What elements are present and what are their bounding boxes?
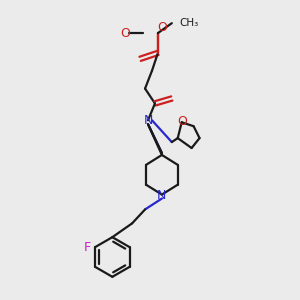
Text: N: N [143, 114, 153, 127]
Text: N: N [157, 189, 167, 202]
Text: CH₃: CH₃ [180, 18, 199, 28]
Text: O: O [120, 27, 130, 40]
Text: F: F [84, 241, 91, 254]
Text: O: O [177, 115, 187, 128]
Text: O: O [157, 21, 167, 34]
